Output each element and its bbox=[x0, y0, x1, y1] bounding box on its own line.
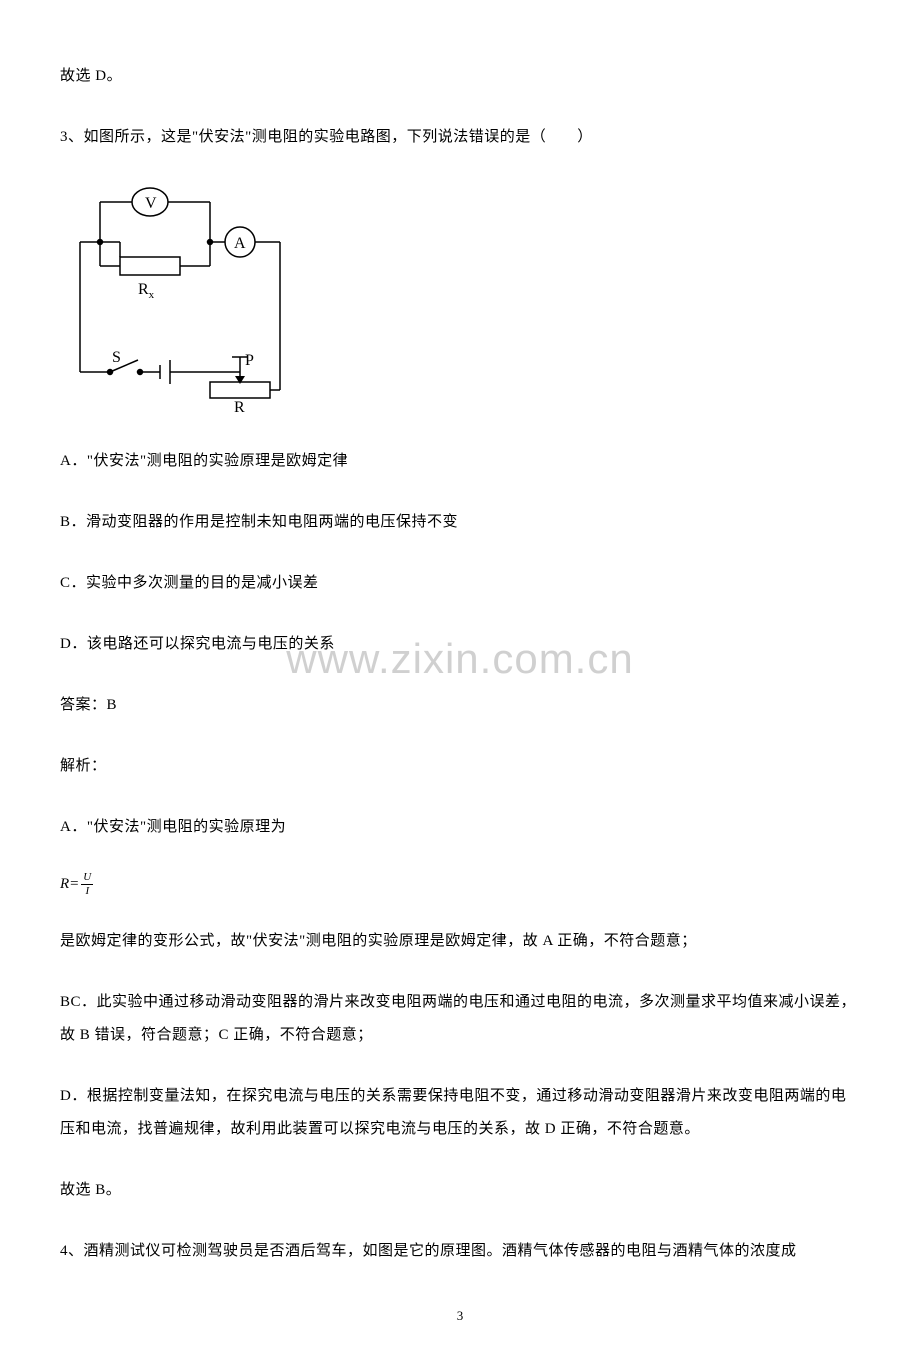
formula-num: U bbox=[81, 872, 93, 885]
circuit-diagram: V A Rx S P R bbox=[60, 182, 860, 417]
q3-stem: 3、如图所示，这是"伏安法"测电阻的实验电路图，下列说法错误的是（ ） bbox=[60, 121, 860, 154]
q3-opt-a: A．"伏安法"测电阻的实验原理是欧姆定律 bbox=[60, 445, 860, 478]
formula-fraction: UI bbox=[81, 872, 93, 897]
q3-analysis-a2: 是欧姆定律的变形公式，故"伏安法"测电阻的实验原理是欧姆定律，故 A 正确，不符… bbox=[60, 925, 860, 958]
q3-opt-d: D．该电路还可以探究电流与电压的关系 bbox=[60, 628, 860, 661]
q4-stem: 4、酒精测试仪可检测驾驶员是否酒后驾车，如图是它的原理图。酒精气体传感器的电阻与… bbox=[60, 1235, 860, 1268]
r-label: R bbox=[234, 399, 245, 412]
page-number: 3 bbox=[60, 1308, 860, 1324]
q3-answer: 答案：B bbox=[60, 689, 860, 722]
q3-opt-c: C．实验中多次测量的目的是减小误差 bbox=[60, 567, 860, 600]
formula-den: I bbox=[81, 885, 93, 897]
formula-r: R bbox=[60, 876, 69, 892]
q3-opt-b: B．滑动变阻器的作用是控制未知电阻两端的电压保持不变 bbox=[60, 506, 860, 539]
switch-label: S bbox=[112, 349, 121, 366]
q3-analysis-label: 解析： bbox=[60, 750, 860, 783]
ammeter-label: A bbox=[234, 235, 246, 252]
prev-answer: 故选 D。 bbox=[60, 60, 860, 93]
voltmeter-label: V bbox=[145, 195, 157, 212]
formula-eq: = bbox=[69, 876, 79, 892]
slider-label: P bbox=[245, 352, 254, 369]
rx-label: Rx bbox=[138, 281, 155, 301]
q3-conclusion: 故选 B。 bbox=[60, 1174, 860, 1207]
formula: R=UI bbox=[60, 872, 860, 897]
q3-analysis-d: D．根据控制变量法知，在探究电流与电压的关系需要保持电阻不变，通过移动滑动变阻器… bbox=[60, 1080, 860, 1146]
q3-analysis-bc: BC．此实验中通过移动滑动变阻器的滑片来改变电阻两端的电压和通过电阻的电流，多次… bbox=[60, 986, 860, 1052]
q3-analysis-a: A．"伏安法"测电阻的实验原理为 bbox=[60, 811, 860, 844]
